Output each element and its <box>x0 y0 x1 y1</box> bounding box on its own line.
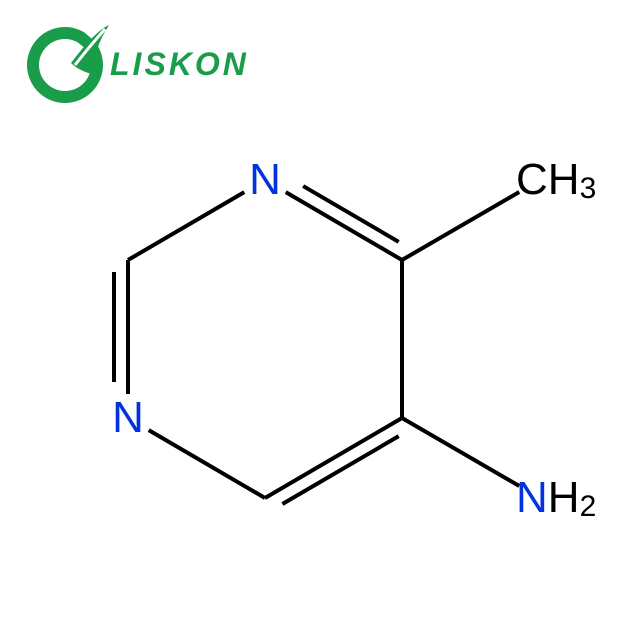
bond <box>402 418 519 486</box>
brand-logo <box>27 25 109 103</box>
atom-label-NH2: NH2 <box>516 473 596 523</box>
bond <box>149 430 265 498</box>
bond <box>265 418 402 498</box>
atom-label-N1: N <box>249 155 281 204</box>
bonds-group <box>114 186 519 504</box>
bond <box>402 192 519 260</box>
brand-name: LISKON <box>110 46 249 82</box>
chemical-structure-figure: N N CH3 NH2 LISKON <box>0 0 640 640</box>
atom-label-N3: N <box>112 393 144 442</box>
bond <box>286 192 402 260</box>
atom-label-CH3: CH3 <box>516 155 596 205</box>
atom-labels-group: N N CH3 NH2 <box>112 155 596 523</box>
bond <box>303 186 399 242</box>
bond <box>128 192 244 260</box>
bond <box>282 436 398 504</box>
